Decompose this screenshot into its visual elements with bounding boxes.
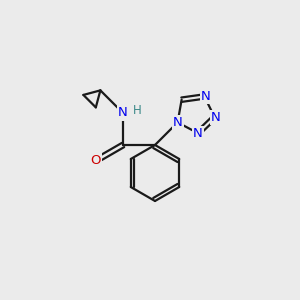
Text: H: H xyxy=(133,104,141,118)
Text: N: N xyxy=(211,111,220,124)
Text: O: O xyxy=(90,154,101,167)
Text: N: N xyxy=(201,90,210,103)
Text: N: N xyxy=(118,106,128,119)
Text: N: N xyxy=(173,116,182,129)
Text: N: N xyxy=(193,127,203,140)
